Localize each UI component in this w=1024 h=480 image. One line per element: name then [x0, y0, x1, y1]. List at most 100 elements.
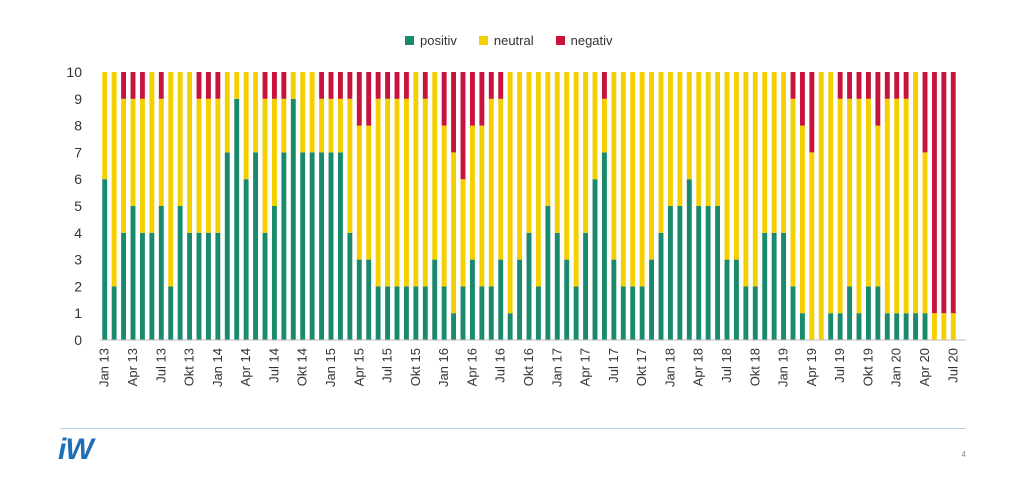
bar-segment-positiv	[743, 286, 749, 340]
bar-segment-positiv	[413, 286, 419, 340]
bar-segment-neutral	[686, 72, 692, 180]
bar-segment-negativ	[922, 72, 928, 153]
bar-segment-neutral	[526, 72, 532, 233]
y-tick-label: 8	[74, 118, 82, 134]
legend-label-neutral: neutral	[493, 33, 534, 48]
bar-segment-neutral	[781, 72, 787, 233]
x-tick-label: Jan 15	[323, 348, 338, 387]
bar-segment-negativ	[139, 72, 145, 99]
bar-segment-positiv	[564, 259, 570, 340]
bar-segment-positiv	[583, 232, 589, 340]
bar-segment-neutral	[139, 98, 145, 233]
bar-segment-neutral	[573, 72, 579, 287]
bar-segment-positiv	[762, 232, 768, 340]
bar-segment-positiv	[130, 206, 136, 340]
bar-segment-negativ	[894, 72, 900, 99]
legend-item-negativ: negativ	[555, 33, 613, 48]
bar-segment-neutral	[187, 72, 193, 233]
bar-segment-positiv	[149, 232, 155, 340]
bar-segment-neutral	[205, 98, 211, 233]
bar-segment-negativ	[403, 72, 409, 99]
bar-segment-neutral	[667, 72, 673, 206]
bar-segment-neutral	[649, 72, 655, 260]
bar-segment-neutral	[847, 98, 853, 287]
bar-segment-negativ	[441, 72, 447, 126]
bar-segment-negativ	[950, 72, 956, 314]
bar-segment-neutral	[715, 72, 721, 206]
stacked-bar-chart: 0 1 2 3 4 5 6 7 8 9 10 Jan 13 Apr 13 Jul 13 Okt 13 Jan …	[66, 64, 966, 387]
bar-segment-neutral	[394, 98, 400, 287]
bar-segment-positiv	[309, 152, 315, 340]
bar-segment-negativ	[375, 72, 381, 99]
bar-segment-neutral	[583, 72, 589, 233]
bar-segment-neutral	[347, 98, 353, 233]
bar-segment-neutral	[743, 72, 749, 287]
bar-segment-negativ	[262, 72, 268, 99]
bar-segment-neutral	[828, 72, 834, 314]
bar-segment-positiv	[196, 232, 202, 340]
bar-segment-positiv	[828, 313, 834, 340]
y-tick-label: 4	[74, 225, 82, 241]
bar-segment-positiv	[215, 232, 221, 340]
x-tick-label: Okt 16	[521, 348, 536, 386]
x-tick-label: Jul 16	[493, 348, 508, 383]
bar-segment-neutral	[884, 98, 890, 314]
x-tick-label: Apr 18	[691, 348, 706, 386]
bar-segment-positiv	[573, 286, 579, 340]
bar-segment-neutral	[253, 72, 259, 153]
bar-segment-neutral	[271, 98, 277, 206]
bar-segment-positiv	[224, 152, 230, 340]
bar-segment-positiv	[328, 152, 334, 340]
bar-segment-positiv	[847, 286, 853, 340]
bar-segment-positiv	[300, 152, 306, 340]
bar-segment-neutral	[121, 98, 127, 233]
bar-segment-neutral	[130, 98, 136, 206]
bar-segment-neutral	[950, 313, 956, 340]
bar-segment-positiv	[262, 232, 268, 340]
bar-segment-positiv	[705, 206, 711, 340]
bar-segment-neutral	[677, 72, 683, 206]
bar-segment-neutral	[762, 72, 768, 233]
bar-segment-positiv	[894, 313, 900, 340]
x-tick-label: Okt 13	[182, 348, 197, 386]
x-tick-label: Apr 19	[804, 348, 819, 386]
bar-segment-positiv	[469, 259, 475, 340]
bar-segment-neutral	[696, 72, 702, 206]
x-tick-label: Jul 17	[606, 348, 621, 383]
bar-segment-neutral	[366, 125, 372, 260]
bar-segment-negativ	[931, 72, 937, 314]
bar-segment-positiv	[337, 152, 343, 340]
x-tick-label: Apr 14	[238, 348, 253, 386]
x-tick-label: Jul 20	[945, 348, 960, 383]
x-tick-label: Apr 16	[464, 348, 479, 386]
x-tick-label: Jul 13	[153, 348, 168, 383]
bar-segment-negativ	[196, 72, 202, 99]
bar-segment-negativ	[130, 72, 136, 99]
x-tick-label: Jan 14	[210, 348, 225, 387]
legend-label-positiv: positiv	[420, 33, 457, 48]
x-tick-label: Jan 16	[436, 348, 451, 387]
x-tick-label: Jul 14	[266, 348, 281, 383]
bar-segment-negativ	[875, 72, 881, 126]
bar-segment-positiv	[422, 286, 428, 340]
y-tick-label: 6	[74, 171, 82, 187]
bar-segment-neutral	[224, 72, 230, 153]
bar-segment-neutral	[639, 72, 645, 287]
y-tick-label: 9	[74, 91, 82, 107]
bar-segment-positiv	[479, 286, 485, 340]
y-tick-label: 10	[66, 64, 82, 80]
bar-segment-positiv	[526, 232, 532, 340]
bar-segment-positiv	[601, 152, 607, 340]
chart-legend: positiv neutral negativ	[405, 33, 613, 48]
bar-segment-positiv	[620, 286, 626, 340]
bar-segment-negativ	[319, 72, 325, 99]
bar-segment-positiv	[856, 313, 862, 340]
bar-segment-neutral	[658, 72, 664, 233]
bar-segment-negativ	[347, 72, 353, 99]
bar-segment-negativ	[799, 72, 805, 126]
bar-segment-positiv	[649, 259, 655, 340]
bar-segment-neutral	[309, 72, 315, 153]
bar-segment-neutral	[733, 72, 739, 260]
bar-segment-neutral	[168, 72, 174, 287]
bar-segment-neutral	[290, 72, 296, 99]
